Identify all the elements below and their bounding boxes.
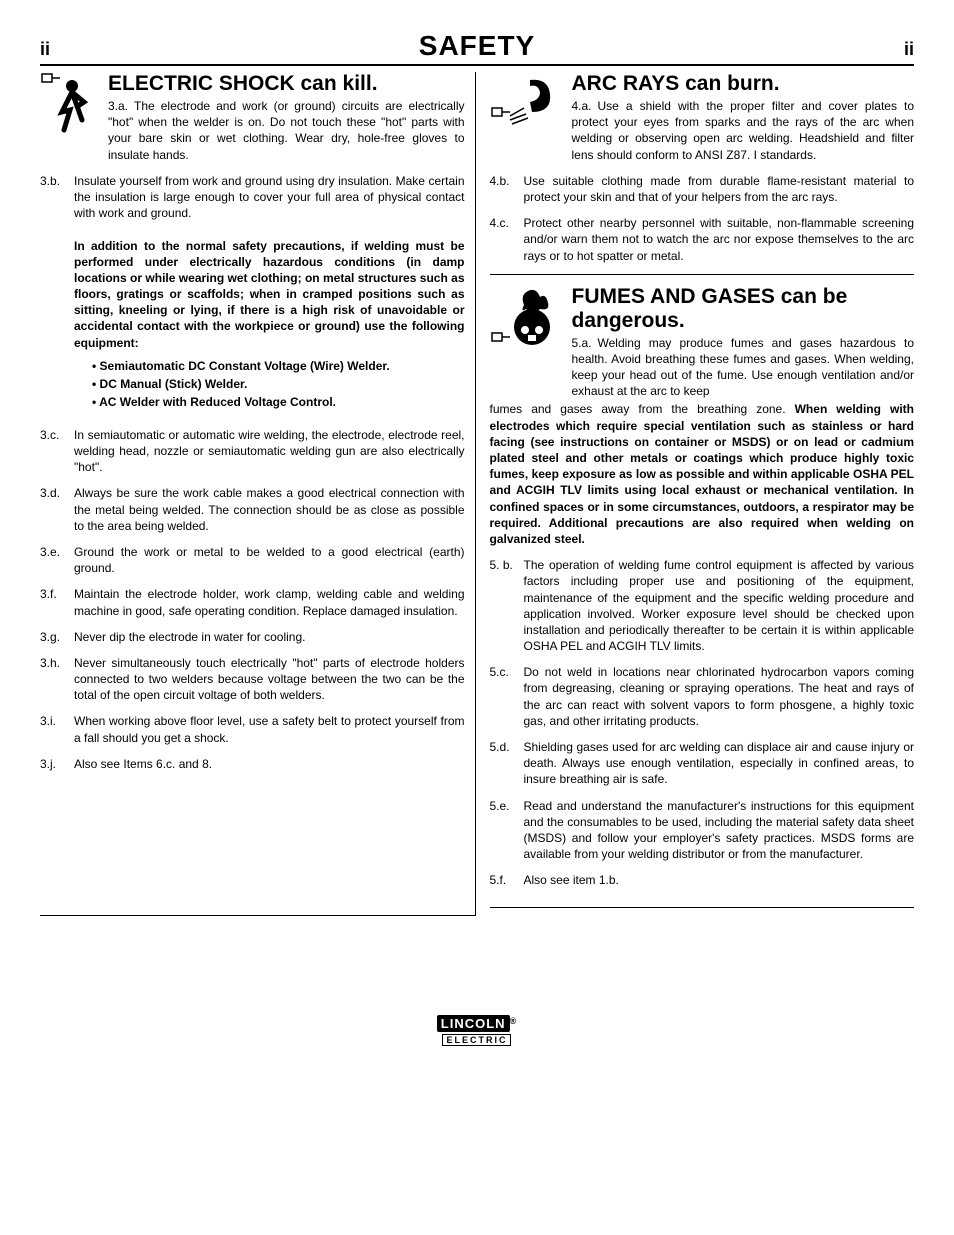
left-column: ELECTRIC SHOCK can kill. 3.a.The electro… [40,72,476,916]
equipment-bullets: Semiautomatic DC Constant Voltage (Wire)… [92,357,465,411]
item-5f: 5.f.Also see item 1.b. [490,872,915,888]
fumes-gases-title: FUMES AND GASES can be dangerous. [572,285,915,333]
section-electric-shock: ELECTRIC SHOCK can kill. 3.a.The electro… [40,72,465,772]
electric-shock-title: ELECTRIC SHOCK can kill. [108,72,465,96]
item-3h: 3.h.Never simultaneously touch electrica… [40,655,465,704]
page-num-left: ii [40,39,50,60]
logo-registered: ® [510,1016,518,1026]
item-3b: 3.b. Insulate yourself from work and gro… [40,173,465,417]
item-5b: 5. b.The operation of welding fume contr… [490,557,915,654]
section-divider [490,274,915,275]
fumes-gases-icon [490,285,564,355]
item-5e: 5.e.Read and understand the manufacturer… [490,798,915,863]
item-4c: 4.c.Protect other nearby personnel with … [490,215,915,264]
item-3j: 3.j.Also see Items 6.c. and 8. [40,756,465,772]
item-3e: 3.e.Ground the work or metal to be welde… [40,544,465,576]
right-column: ARC RAYS can burn. 4.a.Use a shield with… [490,72,915,916]
item-3f: 3.f.Maintain the electrode holder, work … [40,586,465,618]
item-5d: 5.d.Shielding gases used for arc welding… [490,739,915,788]
section-fumes-gases: FUMES AND GASES can be dangerous. 5.a.We… [490,285,915,908]
section-arc-rays: ARC RAYS can burn. 4.a.Use a shield with… [490,72,915,264]
item-3c: 3.c.In semiautomatic or automatic wire w… [40,427,465,476]
item-4b: 4.b.Use suitable clothing made from dura… [490,173,915,205]
logo-bottom-text: ELECTRIC [442,1034,511,1046]
item-5a-continuation: fumes and gases away from the breathing … [490,401,915,547]
page-num-right: ii [904,39,914,60]
item-3i: 3.i.When working above floor level, use … [40,713,465,745]
item-3d: 3.d.Always be sure the work cable makes … [40,485,465,534]
arc-rays-title: ARC RAYS can burn. [572,72,915,96]
footer-logo: LINCOLN® ELECTRIC [40,1016,914,1048]
electric-shock-icon [40,72,100,134]
item-4a-lead: 4.a.Use a shield with the proper filter … [572,98,915,163]
arc-rays-icon [490,72,564,128]
item-3g: 3.g.Never dip the electrode in water for… [40,629,465,645]
item-3a-lead: 3.a.The electrode and work (or ground) c… [108,98,465,163]
content-columns: ELECTRIC SHOCK can kill. 3.a.The electro… [40,72,914,916]
page-title: SAFETY [419,30,535,62]
item-5a-lead: 5.a.Welding may produce fumes and gases … [572,335,915,400]
logo-top-text: LINCOLN [437,1015,510,1032]
item-5c: 5.c.Do not weld in locations near chlori… [490,664,915,729]
page-header: ii SAFETY ii [40,30,914,66]
